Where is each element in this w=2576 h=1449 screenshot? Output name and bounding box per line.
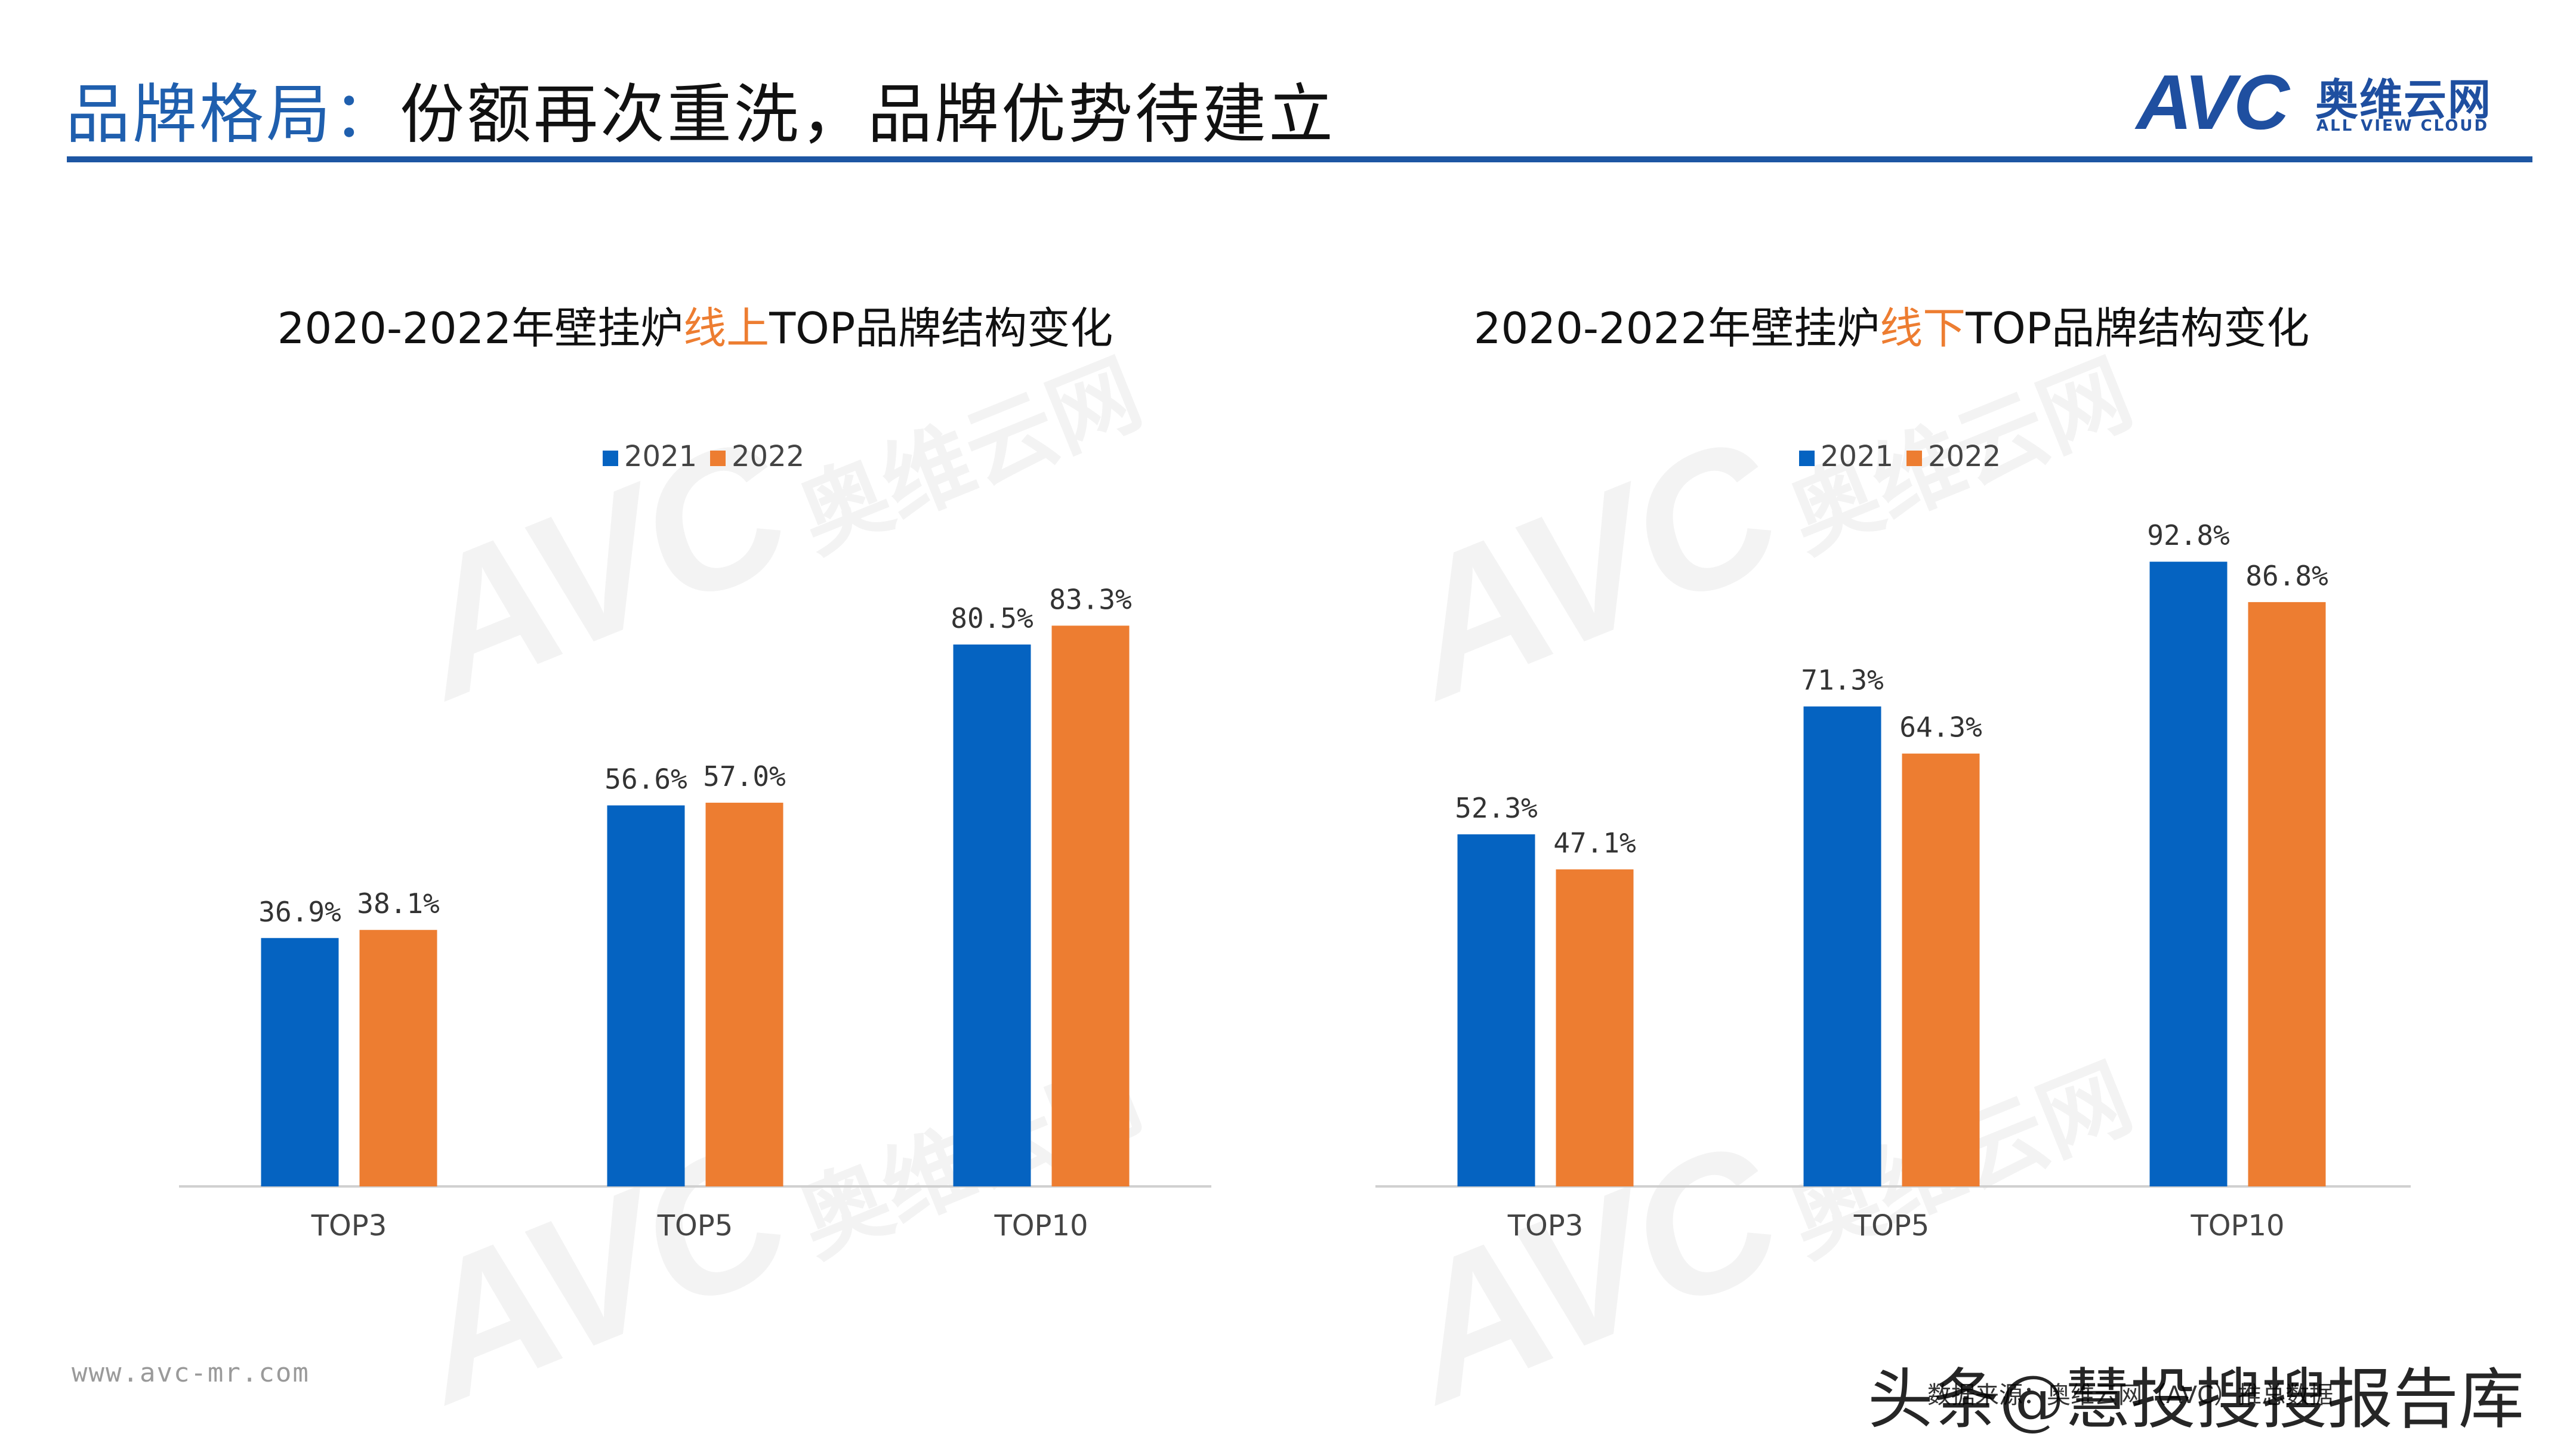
data-label-2022-TOP10: 83.3% — [1049, 583, 1131, 615]
logo-en: ALL VIEW CLOUD — [2316, 117, 2489, 135]
category-label-TOP3: TOP3 — [311, 1209, 387, 1243]
chart-title: 2020-2022年壁挂炉线下TOP品牌结构变化 — [1474, 303, 2310, 353]
data-label-2021-TOP3: 52.3% — [1455, 792, 1537, 824]
legend-label-2022: 2022 — [732, 440, 804, 473]
legend-label-2021: 2021 — [1821, 440, 1893, 473]
chart-title-highlight: 线上 — [683, 303, 769, 353]
data-label-2022-TOP5: 57.0% — [703, 760, 785, 793]
legend-swatch-2021 — [603, 451, 618, 466]
chart-title-pre: 2020-2022年壁挂炉 — [1474, 303, 1880, 353]
bar-2022-TOP3 — [359, 930, 437, 1186]
data-label-2022-TOP3: 47.1% — [1553, 827, 1636, 859]
legend-label-2022: 2022 — [1928, 440, 2001, 473]
brand-logo: AVC 奥维云网 ALL VIEW CLOUD — [2136, 57, 2530, 147]
title-divider — [67, 156, 2532, 162]
chart-title-highlight: 线下 — [1880, 303, 1966, 353]
legend-swatch-2022 — [710, 451, 726, 466]
category-label-TOP5: TOP5 — [657, 1209, 733, 1243]
legend-label-2021: 2021 — [624, 440, 697, 473]
bar-2022-TOP10 — [2248, 602, 2326, 1186]
category-label-TOP3: TOP3 — [1507, 1209, 1584, 1243]
legend-swatch-2021 — [1799, 451, 1815, 466]
bar-2021-TOP5 — [607, 805, 685, 1186]
footer-credit: 头条@慧投搜搜报告库 — [1868, 1361, 2524, 1438]
category-label-TOP5: TOP5 — [1853, 1209, 1930, 1243]
bar-2021-TOP5 — [1803, 706, 1881, 1186]
footer-source: 数据来源：奥维云网（AVC）推总数据 — [1927, 1382, 2334, 1409]
chart-title-pre: 2020-2022年壁挂炉 — [277, 303, 683, 353]
data-label-2021-TOP10: 92.8% — [2147, 519, 2229, 551]
chart-title-post: TOP品牌结构变化 — [769, 303, 1113, 353]
category-label-TOP10: TOP10 — [2190, 1209, 2284, 1243]
data-label-2021-TOP5: 71.3% — [1801, 664, 1883, 696]
data-label-2021-TOP3: 36.9% — [258, 896, 341, 928]
logo-cn: 奥维云网 — [2315, 75, 2492, 125]
legend-swatch-2022 — [1906, 451, 1922, 466]
logo-mark: AVC — [2136, 58, 2290, 146]
data-label-2021-TOP5: 56.6% — [604, 763, 687, 796]
data-label-2021-TOP10: 80.5% — [951, 602, 1033, 634]
page-title-prefix: 品牌格局： — [66, 78, 400, 152]
chart-title-post: TOP品牌结构变化 — [1965, 303, 2309, 353]
bar-2022-TOP10 — [1051, 625, 1130, 1186]
page-title-text: 份额再次重洗，品牌优势待建立 — [400, 78, 1336, 152]
bar-2021-TOP3 — [261, 938, 339, 1186]
page-title: 品牌格局：份额再次重洗，品牌优势待建立 — [66, 63, 1335, 156]
chart-title: 2020-2022年壁挂炉线上TOP品牌结构变化 — [277, 303, 1113, 353]
data-label-2022-TOP3: 38.1% — [357, 887, 439, 920]
footer-url: www.avc-mr.com — [72, 1358, 310, 1388]
bar-2022-TOP3 — [1556, 869, 1634, 1186]
bar-2022-TOP5 — [1902, 753, 1980, 1186]
data-label-2022-TOP5: 64.3% — [1899, 711, 1982, 744]
bar-2021-TOP3 — [1457, 834, 1535, 1186]
category-label-TOP10: TOP10 — [994, 1209, 1088, 1243]
bar-2022-TOP5 — [705, 803, 783, 1186]
bar-2021-TOP10 — [2149, 562, 2228, 1186]
bar-2021-TOP10 — [953, 644, 1031, 1186]
data-label-2022-TOP10: 86.8% — [2245, 560, 2328, 592]
